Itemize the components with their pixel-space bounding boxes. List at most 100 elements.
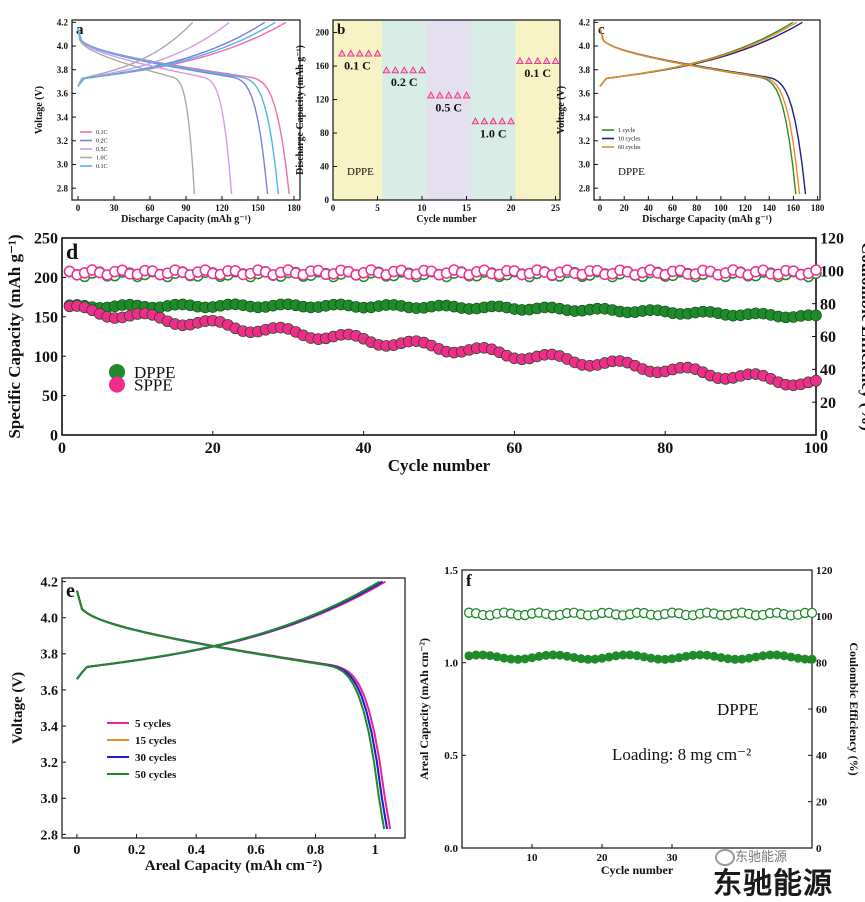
capacity-point — [520, 654, 530, 664]
y-tick-label: 4.0 — [41, 612, 59, 627]
legend-label: 0.5C — [96, 147, 108, 153]
x-tick-label: 25 — [551, 203, 561, 213]
y-tick-label: 250 — [34, 231, 58, 248]
y2-tick-label: 120 — [816, 565, 833, 577]
data-point — [409, 66, 418, 74]
x-tick-label: 10 — [527, 852, 539, 864]
legend-label: 5 cycles — [135, 718, 171, 730]
y-tick-label: 3.0 — [41, 792, 59, 807]
charge-curve — [76, 580, 384, 680]
data-point — [346, 49, 355, 57]
capacity-point — [625, 650, 635, 660]
capacity-point — [604, 652, 614, 662]
legend-label: 1.0C — [96, 156, 108, 162]
x-tick-label: 80 — [657, 440, 673, 457]
data-point — [453, 91, 462, 99]
data-point — [498, 117, 507, 125]
data-point — [418, 66, 426, 74]
y2-tick-label: 20 — [820, 395, 836, 412]
y2-tick-label: 0 — [816, 843, 822, 855]
data-point — [444, 91, 453, 99]
data-point — [373, 49, 382, 57]
discharge-curve — [77, 28, 196, 195]
y-tick-label: 120 — [316, 95, 330, 105]
x-tick-label: 30 — [110, 203, 120, 213]
capacity-point — [639, 652, 649, 662]
x-tick-label: 40 — [644, 203, 654, 213]
capacity-point — [793, 653, 803, 663]
x-tick-label: 140 — [762, 203, 776, 213]
charge-curve — [599, 21, 803, 87]
capacity-point — [688, 650, 698, 660]
charge-curve — [76, 580, 384, 680]
watermark-small-text: 东驰能源 — [735, 850, 788, 865]
capacity-point — [800, 654, 810, 664]
panel-a: 0 30 60 90 120 150 180 2.8 3.0 3.2 3.4 3.6 3.8 4.0 4.2… — [34, 18, 301, 225]
panel-letter: d — [66, 239, 78, 264]
y-tick-label: 1.0 — [444, 658, 458, 670]
data-point — [355, 49, 364, 57]
y-axis-label: Voltage (V) — [10, 672, 26, 744]
legend-label: 10 cycles — [618, 137, 641, 143]
y-tick-label: 200 — [34, 270, 58, 287]
y-axis-label: Areal Capacity (mAh cm⁻²) — [417, 638, 431, 780]
y-tick-label: 3.8 — [57, 65, 69, 75]
panel-letter: a — [76, 22, 84, 38]
y-axis-label: Voltage (V) — [34, 86, 45, 134]
x-tick-label: 10 — [418, 203, 428, 213]
rate-band — [470, 20, 516, 200]
capacity-point — [681, 651, 691, 661]
y-tick-label: 0 — [50, 428, 58, 445]
rate-label: 0.1 C — [344, 58, 371, 72]
panel-b: 0 5 10 15 20 25 0 40 80 120 160 200 Cycle number Disc… — [295, 19, 561, 225]
x-axis-label: Cycle number — [388, 456, 491, 475]
data-point — [533, 56, 542, 65]
x-tick-label: 20 — [620, 203, 630, 213]
charge-curve — [76, 580, 381, 680]
y2-tick-label: 60 — [816, 704, 828, 716]
capacity-point — [527, 653, 537, 663]
y2-tick-label: 60 — [820, 329, 836, 346]
charge-curve — [77, 21, 276, 87]
wechat-icon — [715, 849, 735, 866]
x-tick-label: 0.2 — [128, 843, 146, 858]
x-tick-label: 60 — [668, 203, 678, 213]
panel-e: 0 0.2 0.4 0.6 0.8 1 2.8 3.0 3.2 3.4 3.6 3.8 4.0 4.2 Ar… — [10, 576, 406, 874]
watermark-logo-text: 东驰能源 — [713, 866, 834, 900]
y-tick-label: 1.5 — [444, 565, 458, 577]
rate-band — [426, 20, 471, 200]
x-tick-label: 0.4 — [187, 843, 205, 858]
y2-tick-label: 80 — [820, 296, 836, 313]
data-point — [515, 56, 524, 65]
legend-label: SPPE — [134, 376, 173, 395]
x-tick-label: 5 — [375, 203, 380, 213]
y2-tick-label: 120 — [820, 231, 844, 248]
capacity-point — [499, 653, 509, 663]
capacity-point — [548, 650, 558, 660]
x-tick-label: 40 — [356, 440, 372, 457]
capacity-point — [611, 651, 621, 661]
capacity-point — [779, 651, 789, 661]
x-tick-label: 1 — [372, 843, 379, 858]
capacity-point — [723, 654, 733, 664]
legend-label: 0.2C — [96, 139, 108, 145]
x-tick-label: 0.6 — [247, 843, 265, 858]
y-tick-label: 2.8 — [57, 183, 69, 193]
capacity-point — [758, 651, 768, 661]
x-tick-label: 20 — [507, 203, 517, 213]
x-axis-label: Areal Capacity (mAh cm⁻²) — [145, 858, 323, 874]
y2-axis-label: Coulombic Efficiency (%) — [858, 242, 865, 431]
annotation: Loading: 8 mg cm⁻² — [612, 745, 751, 764]
capacity-point — [674, 653, 684, 663]
y-axis-label: Specific Capacity (mAh g⁻¹) — [5, 234, 24, 438]
annotation: DPPE — [618, 166, 645, 178]
x-tick-label: 150 — [251, 203, 265, 213]
capacity-point — [506, 654, 516, 664]
rate-label: 0.5 C — [435, 100, 462, 114]
y-tick-label: 3.4 — [579, 112, 591, 122]
rate-label: 0.1 C — [524, 66, 551, 80]
x-tick-label: 80 — [692, 203, 702, 213]
y-tick-label: 0.0 — [444, 843, 458, 855]
discharge-curve — [77, 28, 280, 195]
y-tick-label: 3.2 — [57, 136, 69, 146]
